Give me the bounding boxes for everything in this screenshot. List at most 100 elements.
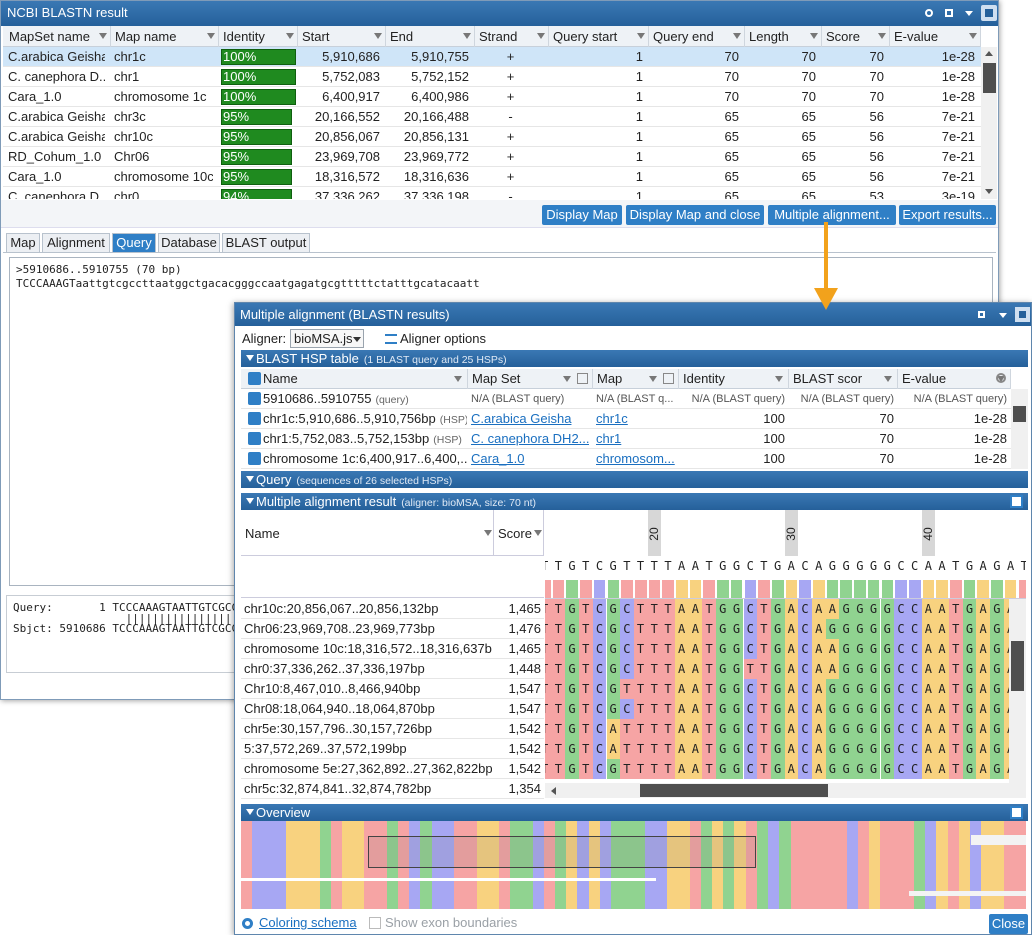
overview-column bbox=[599, 821, 612, 909]
checkbox[interactable] bbox=[369, 917, 381, 929]
column-header[interactable]: Identity bbox=[219, 26, 298, 47]
table-cell: 70 bbox=[879, 411, 894, 426]
title-button[interactable] bbox=[921, 5, 937, 21]
column-header[interactable]: Name bbox=[241, 369, 468, 389]
overview-column bbox=[779, 821, 791, 909]
column-header[interactable]: Query end bbox=[649, 26, 745, 47]
row-checkbox[interactable] bbox=[248, 392, 261, 405]
table-row[interactable]: 5910686..5910755 (query) N/A (BLAST query)… bbox=[241, 389, 1011, 409]
column-header[interactable]: Start bbox=[298, 26, 386, 47]
base-cell bbox=[866, 719, 881, 739]
base-cell bbox=[545, 619, 552, 639]
base-cell bbox=[716, 739, 730, 759]
identity-bar bbox=[221, 149, 293, 165]
table-cell: C.arabica Geisha bbox=[8, 49, 105, 64]
column-header[interactable]: Identity bbox=[679, 369, 789, 389]
identity-text: 95% bbox=[223, 109, 250, 124]
title-button[interactable] bbox=[1015, 307, 1030, 322]
column-header[interactable]: Map name bbox=[111, 26, 219, 47]
overview-column bbox=[263, 821, 276, 909]
result-section-header[interactable]: Multiple alignment result (aligner: bioMS… bbox=[241, 493, 1028, 510]
base-cell bbox=[825, 719, 840, 739]
column-header[interactable]: Length bbox=[745, 26, 822, 47]
title-button[interactable] bbox=[974, 307, 989, 322]
title-button[interactable] bbox=[981, 5, 997, 21]
tab[interactable]: Query bbox=[112, 233, 156, 253]
filter-icon bbox=[454, 376, 462, 382]
table-cell: Chr06 bbox=[114, 149, 150, 164]
tab[interactable]: Alignment bbox=[42, 233, 110, 253]
row-line bbox=[241, 778, 544, 779]
column-header[interactable]: BLAST score bbox=[789, 369, 898, 389]
column-header[interactable]: E-value bbox=[890, 26, 981, 47]
base-cell bbox=[825, 659, 840, 679]
base-cell bbox=[661, 699, 675, 719]
row-checkbox[interactable] bbox=[248, 432, 261, 445]
table-row[interactable]: C.arabica Geisha chr3c 95% 20,166,552 20,166… bbox=[3, 107, 981, 127]
tab[interactable]: Database bbox=[158, 233, 220, 253]
link[interactable]: chr1 bbox=[596, 431, 622, 446]
button[interactable]: Display Map and close bbox=[626, 205, 764, 225]
table-cell: 20,856,131 bbox=[403, 129, 469, 144]
table-row[interactable]: C. canephora D... chr0 94% 37,336,262 37,336… bbox=[3, 187, 981, 199]
consensus-bar bbox=[552, 580, 565, 598]
tab[interactable]: BLAST output bbox=[222, 233, 310, 253]
table-row[interactable]: chromosome 1c:6,400,917..6,400,... Cara_1… bbox=[241, 449, 1011, 469]
download-icon[interactable] bbox=[1010, 806, 1023, 819]
link[interactable]: C.arabica Geisha bbox=[471, 411, 572, 426]
link[interactable]: C. canephora DH2... bbox=[471, 431, 589, 446]
title-button[interactable] bbox=[961, 5, 977, 21]
check-all[interactable] bbox=[248, 372, 261, 385]
title-button[interactable] bbox=[995, 307, 1010, 322]
overview-column bbox=[936, 821, 948, 909]
download-icon[interactable] bbox=[1010, 495, 1023, 508]
base-cell bbox=[743, 659, 758, 679]
base-cell bbox=[962, 619, 977, 639]
button[interactable]: Export results... bbox=[899, 205, 996, 225]
column-header[interactable]: Map Set bbox=[468, 369, 593, 389]
column-header[interactable]: Strand bbox=[475, 26, 549, 47]
link[interactable]: chr1c bbox=[596, 411, 628, 426]
overview-header[interactable]: Overview bbox=[241, 804, 1028, 821]
column-header[interactable]: End bbox=[386, 26, 475, 47]
button[interactable]: Multiple alignment... bbox=[768, 205, 896, 225]
table-row[interactable]: RD_Cohum_1.0 Chr06 95% 23,969,708 23,969,772… bbox=[3, 147, 981, 167]
link[interactable]: chromosom... bbox=[596, 451, 675, 466]
consensus: TTGTCGTTTTAATGGCTGACAGGGGGCCAATGAGAT bbox=[545, 559, 1026, 573]
base-cell bbox=[770, 619, 785, 639]
tab[interactable]: Map bbox=[6, 233, 40, 253]
row-checkbox[interactable] bbox=[248, 412, 261, 425]
hsp-section-header[interactable]: BLAST HSP table (1 BLAST query and 25 HSP… bbox=[241, 350, 1028, 367]
table-row[interactable]: C.arabica Geisha chr1c 100% 5,910,686 5,910,… bbox=[3, 47, 981, 67]
link[interactable]: Coloring schema bbox=[259, 915, 357, 930]
overview-window[interactable] bbox=[368, 836, 756, 868]
table-row[interactable]: Cara_1.0 chromosome 10c 95% 18,316,572 18,31… bbox=[3, 167, 981, 187]
column-header[interactable]: E-value bbox=[898, 369, 1011, 389]
base-cell bbox=[784, 599, 799, 619]
base-cell bbox=[907, 719, 922, 739]
button[interactable]: Close bbox=[989, 914, 1028, 934]
link[interactable]: Cara_1.0 bbox=[471, 451, 525, 466]
row-checkbox[interactable] bbox=[248, 452, 261, 465]
base-cell bbox=[825, 759, 840, 779]
row-score: 1,465 bbox=[508, 641, 541, 656]
base-cell bbox=[633, 619, 648, 639]
table-row[interactable]: C.arabica Geisha chr10c 95% 20,856,067 20,85… bbox=[3, 127, 981, 147]
table-row[interactable]: chr1c:5,910,686..5,910,756bp (HSP) C.arabi… bbox=[241, 409, 1011, 429]
section-title: BLAST HSP table (1 BLAST query and 25 HSP… bbox=[256, 351, 956, 367]
button[interactable]: Display Map bbox=[542, 205, 622, 225]
column-header[interactable]: Query start bbox=[549, 26, 649, 47]
table-row[interactable]: chr1:5,752,083..5,752,153bp (HSP) C. canep… bbox=[241, 429, 1011, 449]
aligner-options[interactable]: Aligner options bbox=[400, 331, 486, 346]
gear-icon bbox=[242, 918, 253, 929]
query-section-header[interactable]: Query (sequences of 26 selected HSPs) bbox=[241, 471, 1028, 488]
base-cell bbox=[770, 739, 785, 759]
title-button[interactable] bbox=[941, 5, 957, 21]
table-row[interactable]: Cara_1.0 chromosome 1c 100% 6,400,917 6,400,… bbox=[3, 87, 981, 107]
table-row[interactable]: C. canephora D... chr1 100% 5,752,083 5,752,… bbox=[3, 67, 981, 87]
column-header[interactable]: Map bbox=[593, 369, 679, 389]
base-cell bbox=[729, 659, 744, 679]
aligner-select[interactable]: bioMSA.js bbox=[290, 329, 364, 348]
column-header[interactable]: Score bbox=[822, 26, 890, 47]
column-header[interactable]: MapSet name bbox=[5, 26, 111, 47]
